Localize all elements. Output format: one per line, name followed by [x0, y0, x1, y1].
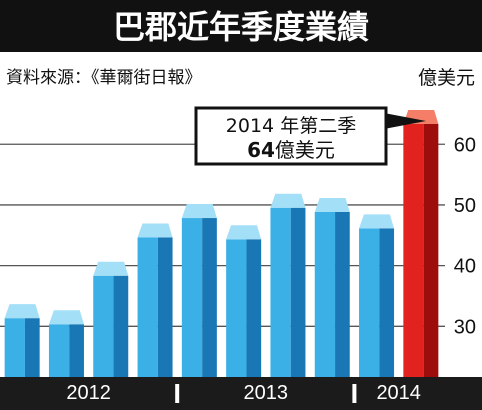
callout-amount: 64億美元: [247, 138, 335, 162]
bar-front: [137, 237, 158, 377]
bar-top: [4, 304, 40, 319]
bar-top: [48, 310, 84, 325]
callout-frame: [194, 106, 388, 166]
bar-front: [314, 211, 336, 377]
x-axis-year-labels: 2012 2013 2014: [66, 382, 421, 404]
bar-side: [157, 237, 173, 377]
callout-box: 2014 年第二季 64億美元: [194, 106, 426, 166]
bar-top: [359, 214, 395, 229]
bar: [137, 223, 173, 377]
bar-highlight: [403, 110, 439, 377]
x-year-label: 2013: [244, 382, 289, 404]
bar-front: [93, 275, 114, 377]
bar: [93, 261, 129, 377]
source-note: 資料來源：《華爾街日報》: [6, 68, 202, 88]
bar-side: [335, 211, 350, 377]
bar-top: [226, 225, 262, 240]
title-bar: [0, 0, 482, 52]
bar-front: [4, 318, 25, 377]
bar-front: [403, 124, 424, 377]
x-axis-band: [0, 377, 482, 410]
y-tick-label: 60: [454, 134, 476, 156]
bar-side: [246, 239, 262, 377]
bar-top: [314, 197, 350, 212]
bar-top: [181, 204, 217, 219]
bar: [226, 225, 262, 377]
bar-side: [69, 324, 84, 377]
bar: [314, 197, 350, 377]
bar-side: [113, 275, 129, 377]
x-year-label: 2014: [376, 382, 421, 404]
bars: [4, 110, 439, 377]
bar: [181, 204, 217, 377]
bar-front: [181, 218, 203, 377]
callout-pointer: [384, 113, 426, 129]
y-tick-label: 40: [454, 256, 476, 278]
y-axis-ticks: 2030405060: [454, 134, 476, 399]
bar: [359, 214, 395, 377]
y-tick-label: 50: [454, 195, 476, 217]
chart-title: 巴郡近年季度業績: [113, 8, 369, 46]
bar: [48, 310, 84, 377]
bar-front: [270, 207, 291, 377]
bar: [4, 304, 40, 377]
callout-value: 64: [247, 138, 275, 162]
callout-period: 2014 年第二季: [226, 115, 356, 137]
bar-side: [423, 124, 439, 377]
callout-unit: 億美元: [275, 138, 335, 162]
bar-front: [48, 324, 70, 377]
bar-top: [93, 261, 129, 276]
year-separator: [352, 384, 357, 403]
bar-side: [24, 318, 40, 377]
year-separator: [175, 384, 180, 403]
bar-front: [226, 239, 247, 377]
bar-side: [290, 207, 306, 377]
unit-label: 億美元: [418, 67, 475, 89]
x-year-label: 2012: [66, 382, 111, 404]
bar-top: [270, 193, 306, 208]
bar-side: [202, 218, 217, 377]
bar: [270, 193, 306, 377]
y-tick-label: 30: [454, 316, 476, 338]
bar-top: [137, 223, 173, 238]
bar-front: [359, 228, 380, 377]
bar-side: [379, 228, 395, 377]
